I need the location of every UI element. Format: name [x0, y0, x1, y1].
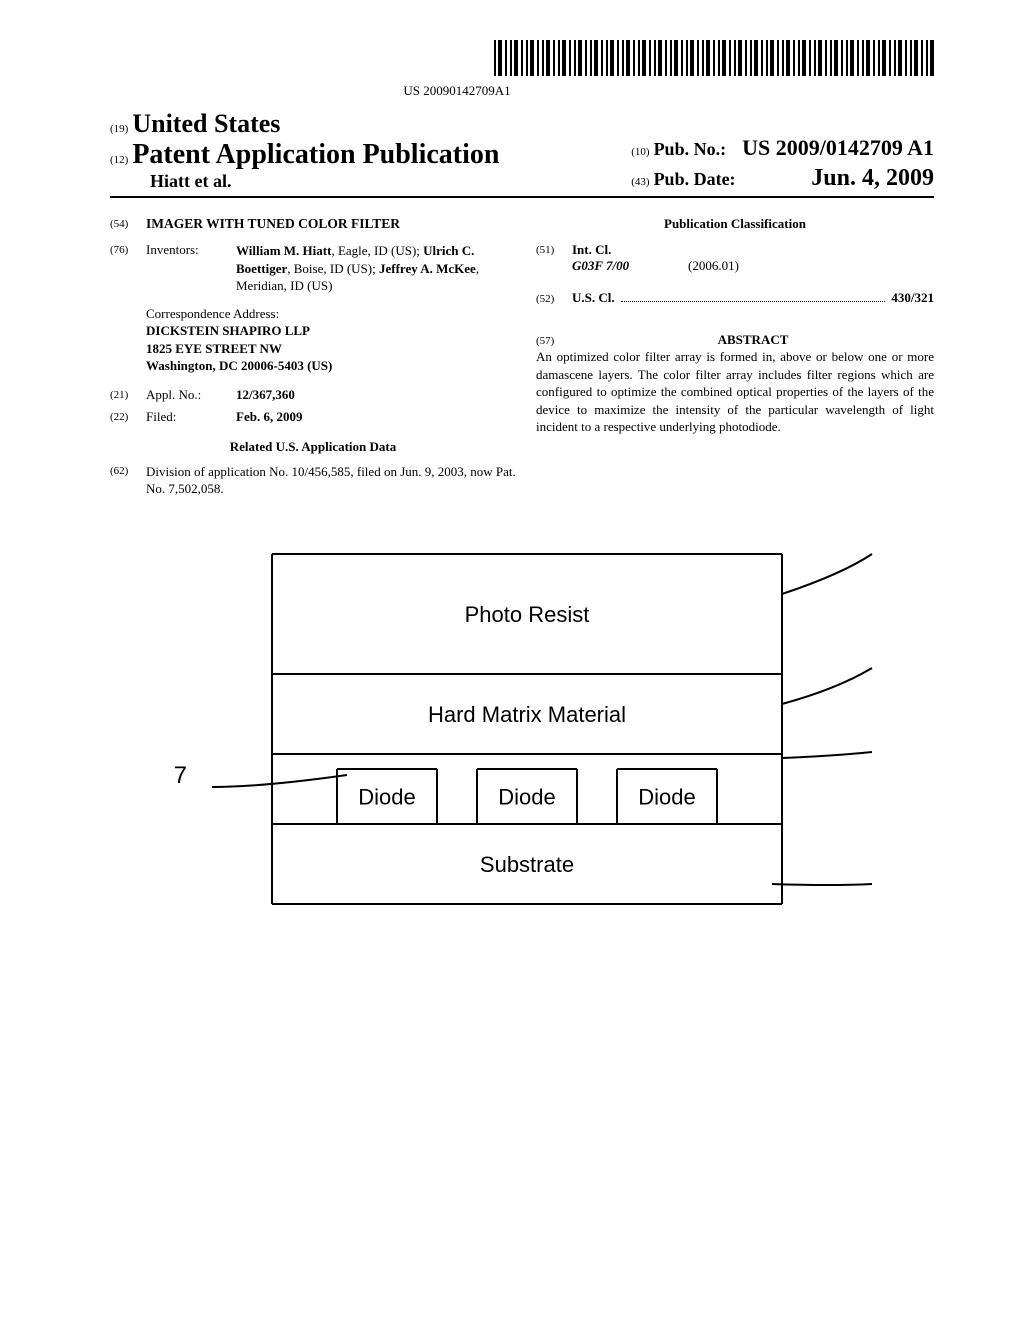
country: United States [132, 109, 280, 138]
barcode-graphic [494, 40, 934, 76]
field-num-76: (76) [110, 242, 146, 295]
row-filed: (22) Filed: Feb. 6, 2009 [110, 409, 516, 425]
svg-text:Diode: Diode [638, 784, 695, 809]
inventor-rest-0: , Eagle, ID (US); [331, 243, 423, 258]
field-num-62: (62) [110, 463, 146, 498]
figure-svg: Photo Resist Hard Matrix Material Diode Dio… [162, 544, 882, 944]
uscl-label: U.S. Cl. [572, 290, 615, 306]
svg-text:Substrate: Substrate [480, 852, 574, 877]
inventors-list: William M. Hiatt, Eagle, ID (US); Ulrich… [236, 242, 516, 295]
body-columns: (54) IMAGER WITH TUNED COLOR FILTER (76)… [110, 216, 934, 504]
field-num-43: (43) [631, 176, 649, 188]
uscl-leader-dots [621, 293, 886, 302]
pubno-label: Pub. No.: [654, 139, 727, 159]
row-applno: (21) Appl. No.: 12/367,360 [110, 387, 516, 403]
field-num-51: (51) [536, 242, 572, 256]
related-data-header: Related U.S. Application Data [110, 439, 516, 455]
field-num-54: (54) [110, 216, 146, 232]
left-column: (54) IMAGER WITH TUNED COLOR FILTER (76)… [110, 216, 516, 504]
invention-title: IMAGER WITH TUNED COLOR FILTER [146, 216, 400, 232]
field-num-19: (19) [110, 123, 128, 135]
correspondence-block: Correspondence Address: DICKSTEIN SHAPIR… [146, 305, 516, 375]
uscl-value: 430/321 [891, 290, 934, 306]
intcl-label: Int. Cl. [572, 242, 668, 258]
row-uscl: (52) U.S. Cl. 430/321 [536, 290, 934, 306]
right-column: Publication Classification (51) Int. Cl.… [536, 216, 934, 504]
division-text: Division of application No. 10/456,585, … [146, 463, 516, 498]
inventors-label: Inventors: [146, 242, 236, 295]
field-num-52: (52) [536, 291, 572, 305]
applno-value: 12/367,360 [236, 387, 295, 403]
svg-text:7: 7 [174, 762, 187, 789]
filed-value: Feb. 6, 2009 [236, 409, 302, 425]
header-authors: Hiatt et al. [150, 171, 499, 192]
patent-page: US 20090142709A1 (19) United States (12)… [0, 0, 1024, 944]
figure-wrap: Photo Resist Hard Matrix Material Diode Dio… [110, 544, 934, 944]
intcl-code: G03F 7/00 [572, 258, 688, 274]
inventor-rest-1: , Boise, ID (US); [287, 261, 379, 276]
pubno-value: US 2009/0142709 A1 [742, 135, 934, 160]
correspondence-line-1: DICKSTEIN SHAPIRO LLP [146, 322, 516, 340]
inventor-name-0: William M. Hiatt [236, 243, 331, 258]
correspondence-label: Correspondence Address: [146, 305, 516, 323]
row-title: (54) IMAGER WITH TUNED COLOR FILTER [110, 216, 516, 232]
header-left: (19) United States (12) Patent Applicati… [110, 109, 499, 192]
field-num-21: (21) [110, 387, 146, 403]
filed-label: Filed: [146, 409, 236, 425]
row-inventors: (76) Inventors: William M. Hiatt, Eagle,… [110, 242, 516, 295]
svg-text:Hard Matrix Material: Hard Matrix Material [428, 702, 626, 727]
pubclass-header: Publication Classification [536, 216, 934, 232]
barcode-text: US 20090142709A1 [110, 83, 804, 99]
barcode-block: US 20090142709A1 [110, 40, 934, 99]
pubdate-label: Pub. Date: [654, 169, 736, 189]
abstract-text: An optimized color filter array is forme… [536, 348, 934, 436]
header-right: (10) Pub. No.: US 2009/0142709 A1 (43) P… [631, 135, 934, 192]
correspondence-line-3: Washington, DC 20006-5403 (US) [146, 357, 516, 375]
pubdate-value: Jun. 4, 2009 [811, 165, 934, 192]
abstract-header: ABSTRACT [572, 332, 934, 348]
intcl-year: (2006.01) [688, 258, 739, 274]
patent-figure: Photo Resist Hard Matrix Material Diode Dio… [162, 544, 882, 944]
applno-label: Appl. No.: [146, 387, 236, 403]
svg-text:Diode: Diode [358, 784, 415, 809]
svg-text:Photo Resist: Photo Resist [465, 602, 590, 627]
field-num-22: (22) [110, 409, 146, 425]
publication-type: Patent Application Publication [132, 139, 499, 170]
row-division: (62) Division of application No. 10/456,… [110, 463, 516, 498]
svg-text:Diode: Diode [498, 784, 555, 809]
field-num-12: (12) [110, 154, 128, 166]
inventor-name-2: Jeffrey A. McKee [379, 261, 476, 276]
header-row: (19) United States (12) Patent Applicati… [110, 109, 934, 198]
correspondence-line-2: 1825 EYE STREET NW [146, 340, 516, 358]
field-num-10: (10) [631, 146, 649, 158]
field-num-57: (57) [536, 333, 572, 347]
row-intcl: (51) Int. Cl. G03F 7/00 (2006.01) [536, 242, 934, 274]
